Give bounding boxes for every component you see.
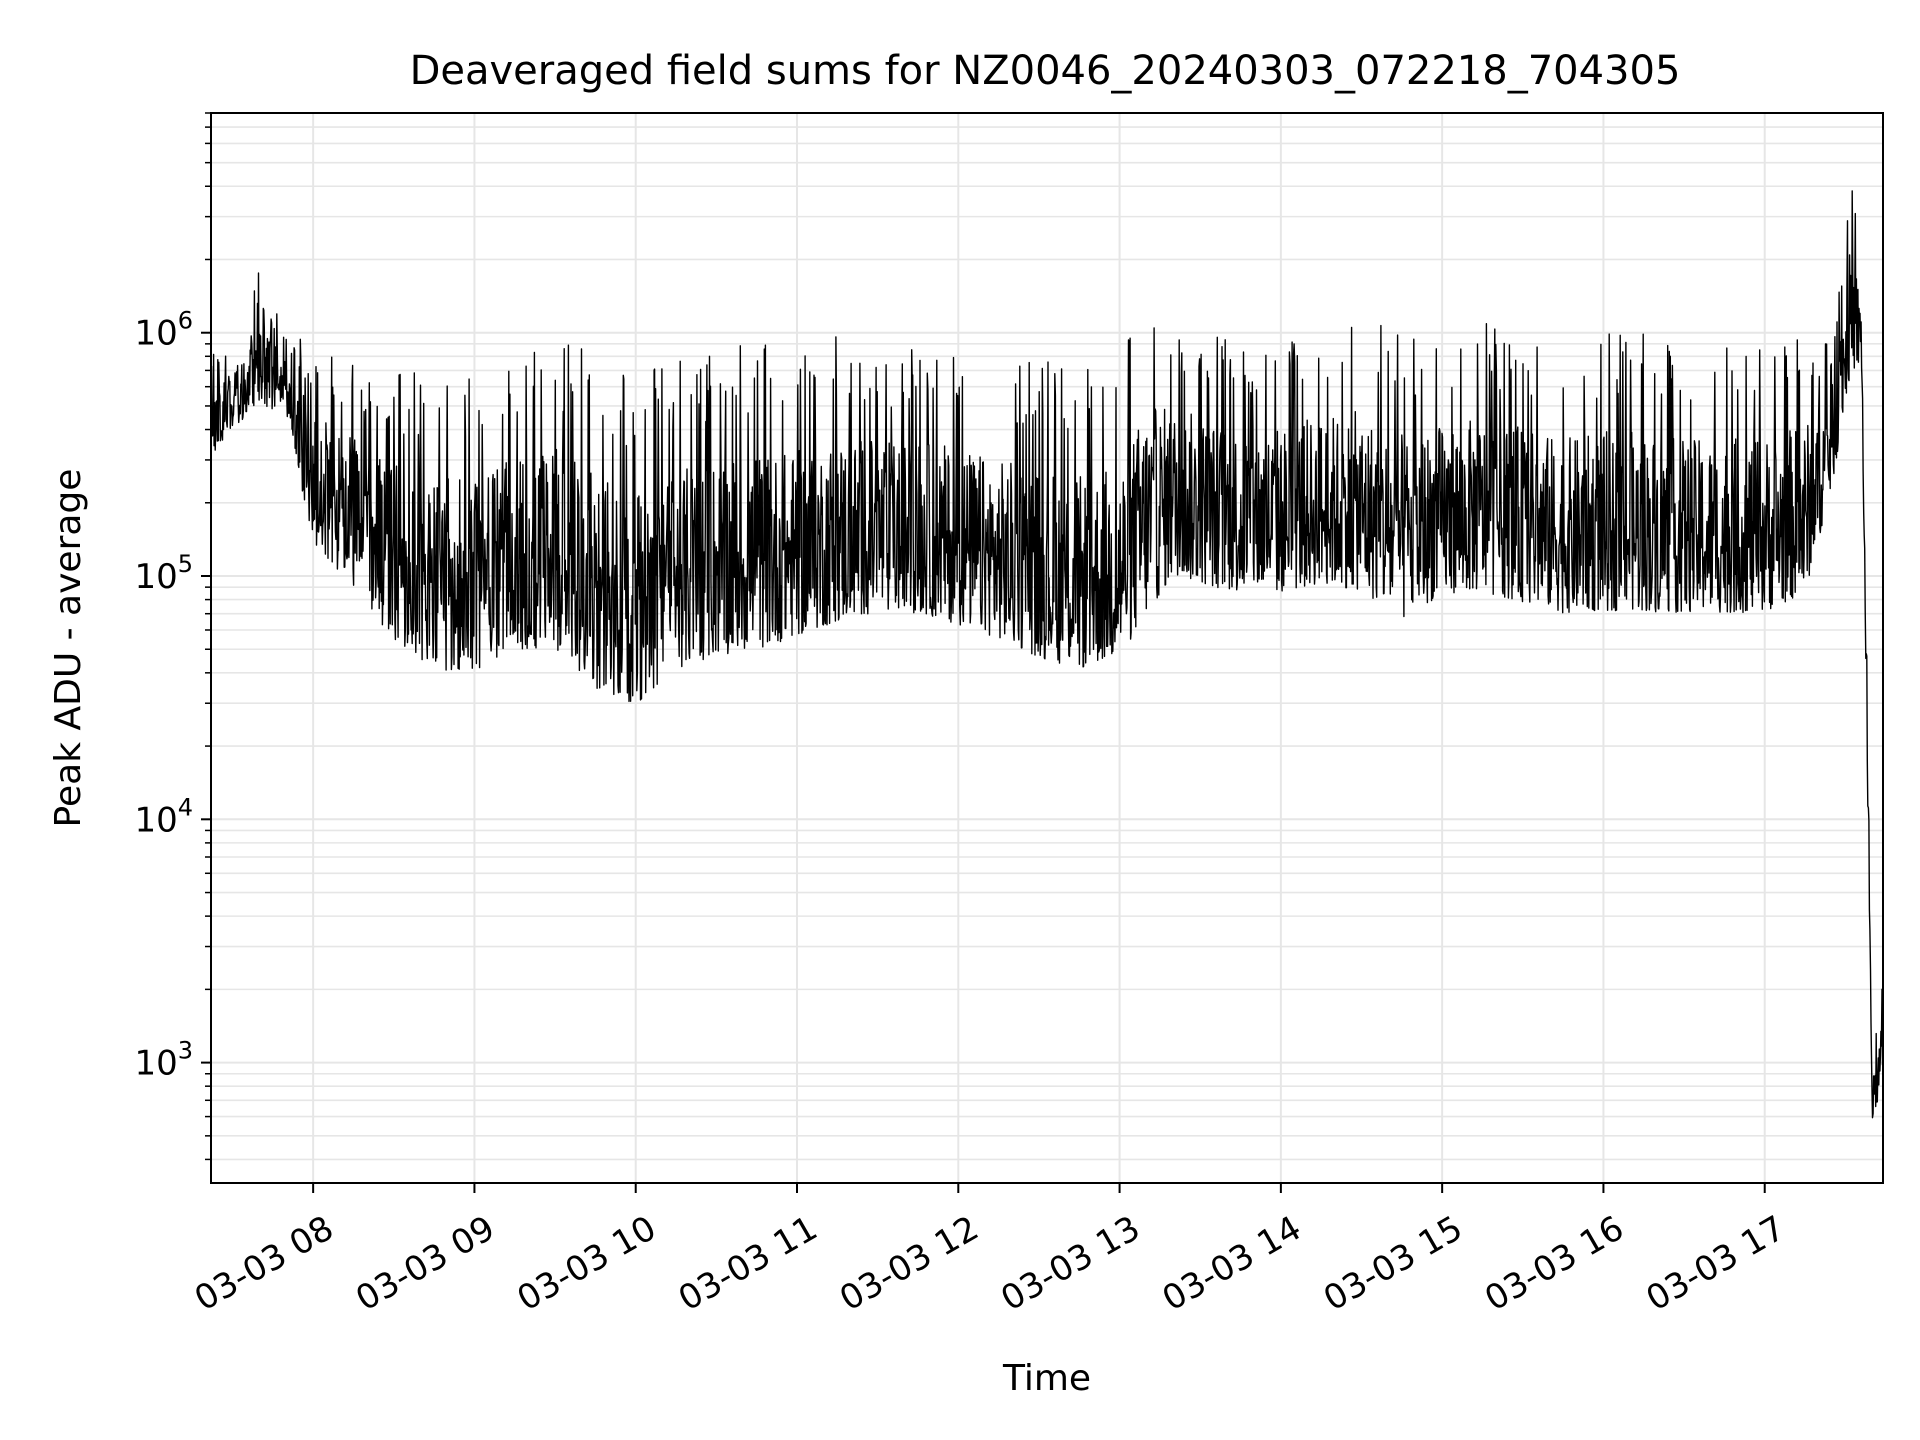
x-tick-label: 03-03 08 (188, 1208, 340, 1319)
x-tick-label: 03-03 12 (833, 1208, 985, 1319)
y-tick-label: 103 (134, 1037, 193, 1084)
x-tick-label: 03-03 13 (994, 1208, 1146, 1319)
y-tick-base: 10 (134, 557, 177, 597)
plot-frame (210, 112, 1884, 1184)
x-tick-label: 03-03 17 (1640, 1208, 1792, 1319)
x-tick-label: 03-03 16 (1478, 1208, 1630, 1319)
data-series (210, 190, 1884, 1119)
y-tick-exponent: 4 (178, 793, 193, 821)
x-tick-label: 03-03 14 (1156, 1208, 1308, 1319)
y-tick-base: 10 (134, 800, 177, 840)
series-line (210, 190, 1884, 1119)
y-tick-label: 106 (134, 307, 193, 354)
x-tick-label: 03-03 15 (1317, 1208, 1469, 1319)
y-axis-label: Peak ADU - average (48, 469, 89, 828)
y-tick-exponent: 5 (178, 550, 193, 578)
y-tick-label: 105 (134, 550, 193, 597)
x-tick-label: 03-03 11 (672, 1208, 824, 1319)
x-tick-label: 03-03 09 (349, 1208, 501, 1319)
y-tick-exponent: 6 (178, 307, 193, 335)
y-tick-base: 10 (134, 1044, 177, 1084)
grid-lines (211, 112, 1883, 1183)
y-tick-base: 10 (134, 314, 177, 354)
chart-title: Deaveraged field sums for NZ0046_2024030… (410, 48, 1681, 94)
x-axis-ticks: 03-03 08 03-03 09 03-03 10 03-03 11 03-03 12… (188, 1183, 1792, 1319)
y-tick-exponent: 3 (178, 1037, 193, 1065)
x-tick-label: 03-03 10 (511, 1208, 663, 1319)
x-axis-label: Time (1002, 1358, 1091, 1399)
y-tick-label: 104 (134, 793, 193, 840)
